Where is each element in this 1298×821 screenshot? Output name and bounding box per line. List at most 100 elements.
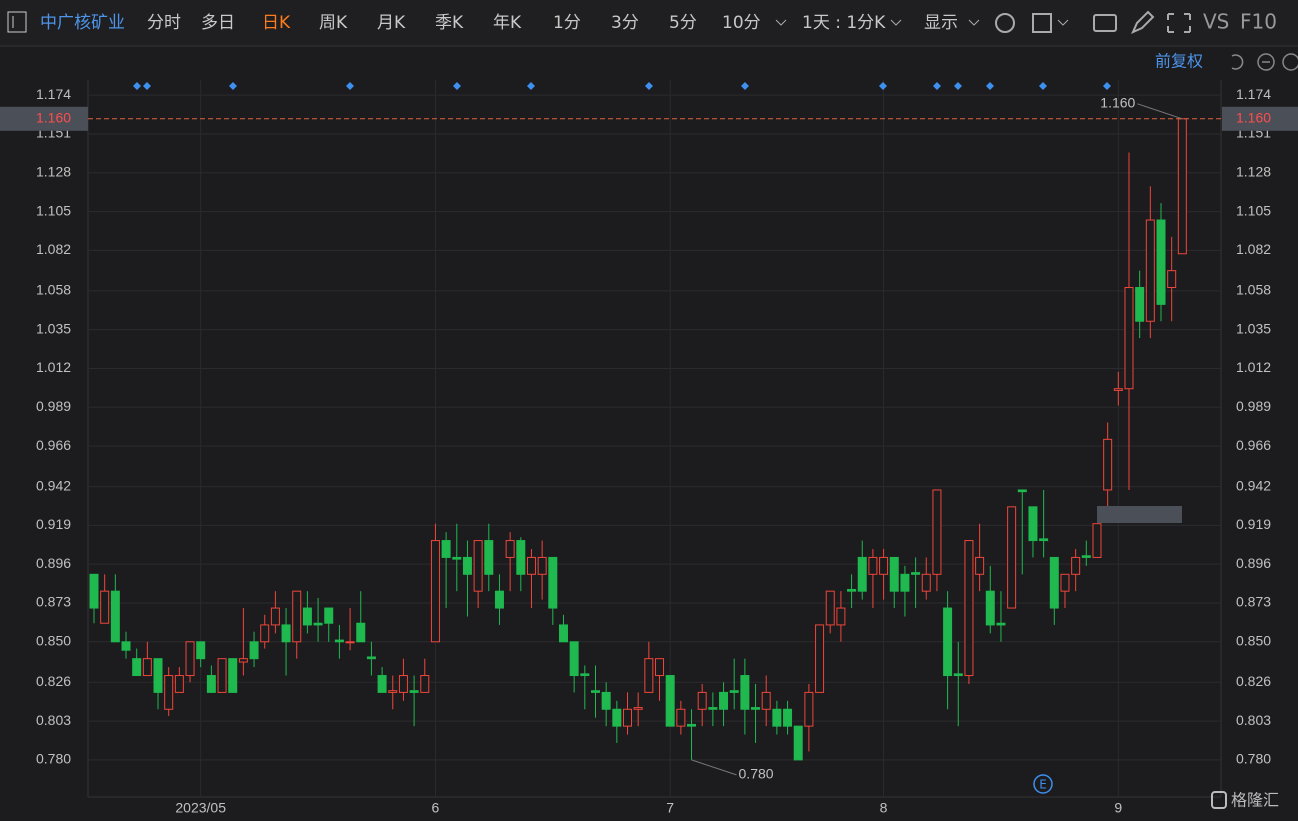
draw-icon[interactable] <box>1131 10 1155 34</box>
last-price-label: 1.160 <box>36 110 71 126</box>
candle-body <box>1071 556 1081 575</box>
toolbar <box>0 0 1298 46</box>
y-tick-label-right: 0.919 <box>1236 516 1271 532</box>
f10-button[interactable]: F10 <box>1240 10 1277 34</box>
period-tab[interactable]: 分时 <box>147 13 181 33</box>
y-tick-label-right: 1.082 <box>1236 241 1271 257</box>
layout-icon[interactable] <box>1032 13 1052 33</box>
menu-icon[interactable] <box>7 11 27 33</box>
period-tab[interactable]: 多日 <box>201 13 235 33</box>
candle-body <box>1092 523 1102 558</box>
candle-body <box>921 573 931 592</box>
candle-body <box>900 573 910 592</box>
y-tick-label-right: 0.966 <box>1236 437 1271 453</box>
last-price-label-right: 1.160 <box>1236 110 1271 126</box>
period-tab[interactable]: 5分 <box>669 13 697 33</box>
candle-body <box>345 641 355 644</box>
candle-body <box>889 556 899 592</box>
y-tick-label: 1.128 <box>36 163 71 179</box>
last-price-box <box>0 106 88 131</box>
interval-select[interactable]: 1天 : 1分K <box>802 13 886 33</box>
annotation-leader <box>1137 103 1183 120</box>
settings-icon[interactable] <box>995 13 1015 33</box>
y-tick-label-right: 1.105 <box>1236 202 1271 218</box>
candle-body <box>793 725 803 761</box>
candle-body <box>153 658 163 693</box>
event-badge[interactable] <box>1033 774 1053 794</box>
period-tab[interactable]: 年K <box>493 13 522 33</box>
candle-body <box>249 641 259 660</box>
candle-body <box>558 624 568 643</box>
candle-body <box>655 658 665 677</box>
y-tick-label-right: 0.803 <box>1236 712 1271 728</box>
candle-body <box>1028 506 1038 542</box>
period-tab[interactable]: 1分 <box>553 13 581 33</box>
candle-body <box>1007 506 1017 609</box>
y-tick-label: 0.942 <box>36 477 71 493</box>
chevron <box>890 19 902 26</box>
candle-body <box>911 572 921 575</box>
zoom-in[interactable] <box>1282 53 1298 71</box>
period-tabs: 分时 多日 日K 周K 月K 季K 年K 1分 3分 5分 10分 <box>147 13 787 33</box>
candle-body <box>1103 438 1113 491</box>
candle-body <box>217 658 227 693</box>
x-tick-label: 6 <box>432 800 440 816</box>
candle-body <box>356 622 366 643</box>
adjust-mode[interactable]: 前复权 <box>1155 52 1203 71</box>
period-tab[interactable]: 3分 <box>611 13 639 33</box>
candle-body <box>612 708 622 727</box>
x-tick-label: 7 <box>666 800 674 816</box>
fullscreen-icon[interactable] <box>1167 13 1191 33</box>
candle-body <box>1081 555 1091 558</box>
candle-body <box>185 641 195 677</box>
candle-body <box>740 675 750 710</box>
candle-body <box>1060 573 1070 592</box>
candle-body <box>505 540 515 558</box>
y-tick-label: 0.850 <box>36 632 71 648</box>
camera-icon[interactable] <box>1093 14 1117 32</box>
zoom-out[interactable] <box>1257 53 1275 71</box>
candle-body <box>324 607 334 624</box>
y-tick-label: 0.873 <box>36 594 71 610</box>
candle-body <box>580 673 590 677</box>
annotation-label: 0.780 <box>739 766 774 782</box>
period-tab[interactable]: 日K <box>262 13 291 33</box>
candle-body <box>644 658 654 693</box>
candle-body <box>292 590 302 643</box>
period-tab[interactable]: 周K <box>319 13 348 33</box>
y-tick-label: 1.058 <box>36 282 71 298</box>
candle-body <box>847 588 857 592</box>
period-tab[interactable]: 月K <box>377 13 406 33</box>
vs-button[interactable]: VS <box>1203 10 1229 34</box>
candle-body <box>996 622 1006 626</box>
candle-body <box>260 624 270 643</box>
candle-body <box>1177 118 1187 255</box>
candle-body <box>825 590 835 626</box>
period-tab[interactable]: 10分 <box>722 13 761 33</box>
period-tab[interactable]: 季K <box>435 13 464 33</box>
candle-body <box>868 556 878 575</box>
candle-body <box>430 540 440 643</box>
candle-body <box>857 556 867 592</box>
candle-body <box>110 590 120 643</box>
annotation-label: 1.160 <box>1100 95 1135 111</box>
candle-body <box>1049 556 1059 609</box>
candle-body <box>569 641 579 677</box>
reset-icon[interactable] <box>1231 54 1244 70</box>
candle-body <box>89 573 99 609</box>
y-tick-label: 0.826 <box>36 673 71 689</box>
candle-body <box>1039 538 1049 542</box>
display-menu[interactable]: 显示 <box>924 13 958 33</box>
y-tick-label-right: 1.035 <box>1236 320 1271 336</box>
candle-body <box>142 658 152 677</box>
watermark-logo <box>1211 791 1227 809</box>
candle-body <box>313 622 323 626</box>
y-tick-label-right: 1.012 <box>1236 359 1271 375</box>
candle-body <box>526 556 536 575</box>
candle-body <box>548 556 558 609</box>
stock-name[interactable]: 中广核矿业 <box>40 13 125 33</box>
candle-body <box>665 675 675 727</box>
candle-body <box>121 641 131 651</box>
